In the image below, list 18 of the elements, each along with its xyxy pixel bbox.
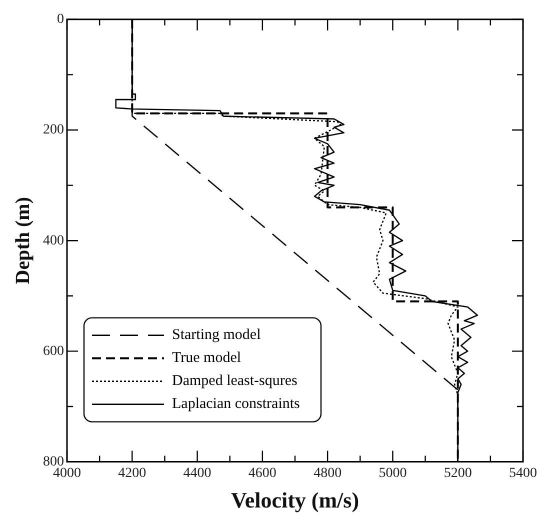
x-tick-label: 5400 [509,466,537,481]
x-tick-label: 4200 [118,466,146,481]
legend-label: Starting model [172,327,261,344]
legend-label: True model [172,350,242,366]
x-tick-label: 5000 [378,466,407,481]
legend-label: Laplacian constraints [172,396,300,412]
x-tick-label: 4800 [314,466,342,481]
x-tick-label: 5200 [444,466,472,481]
y-tick-label: 200 [43,122,64,138]
y-axis-title: Depth (m) [12,196,34,284]
y-tick-label: 0 [57,12,64,28]
y-tick-label: 600 [43,344,64,359]
x-tick-label: 4400 [183,466,212,481]
x-tick-label: 4600 [248,466,276,481]
legend-label: Damped least-squres [172,373,298,390]
x-tick-label: 4000 [53,466,81,481]
x-axis-title: Velocity (m/s) [230,487,360,512]
y-tick-label: 400 [43,233,64,248]
